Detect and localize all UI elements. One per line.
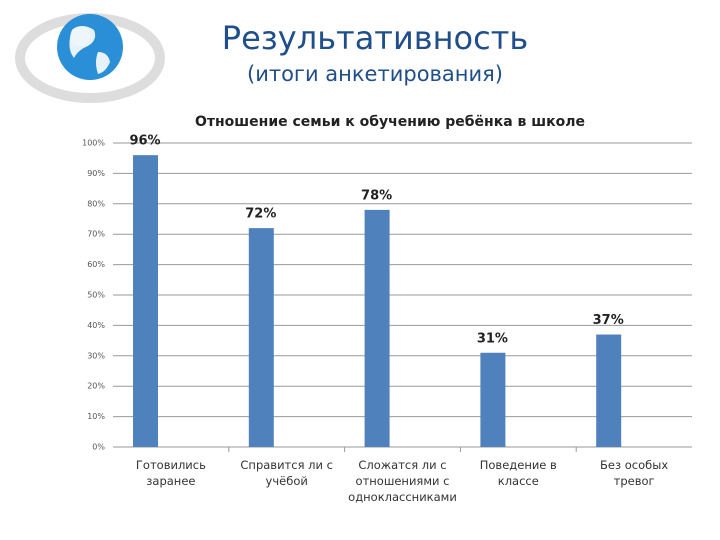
y-tick-label: 90% <box>87 169 105 178</box>
bar <box>480 352 506 447</box>
y-tick-label: 40% <box>87 321 105 330</box>
bar <box>364 209 390 447</box>
data-label: 72% <box>245 207 276 222</box>
x-tick-label: Сложатся ли с отношениями с одноклассник… <box>348 458 457 504</box>
y-tick-label: 70% <box>87 230 105 239</box>
globe-icon <box>15 13 165 103</box>
data-label: 96% <box>129 134 160 149</box>
y-tick-label: 10% <box>87 412 105 421</box>
x-tick-label: Без особых тревог <box>600 458 669 488</box>
slide-title: Результативность <box>222 19 528 57</box>
bar <box>248 228 274 447</box>
y-tick-label: 60% <box>87 260 105 269</box>
y-tick-label: 80% <box>87 199 105 208</box>
data-label: 78% <box>361 188 392 203</box>
chart-title: Отношение семьи к обучению ребёнка в шко… <box>195 114 585 130</box>
slide-subtitle: (итоги анкетирования) <box>247 62 503 86</box>
data-label: 37% <box>593 313 624 328</box>
y-tick-label: 0% <box>92 443 105 452</box>
bar <box>596 334 622 447</box>
x-tick-label: Готовились заранее <box>135 458 206 488</box>
bar <box>133 155 158 447</box>
y-tick-label: 20% <box>87 382 105 391</box>
x-tick-label: Справится ли с учёбой <box>240 458 333 488</box>
x-tick-label: Поведение в классе <box>479 458 557 488</box>
y-tick-label: 50% <box>87 291 105 300</box>
y-tick-label: 30% <box>87 351 105 360</box>
data-label: 31% <box>477 331 508 346</box>
y-tick-label: 100% <box>82 139 105 148</box>
